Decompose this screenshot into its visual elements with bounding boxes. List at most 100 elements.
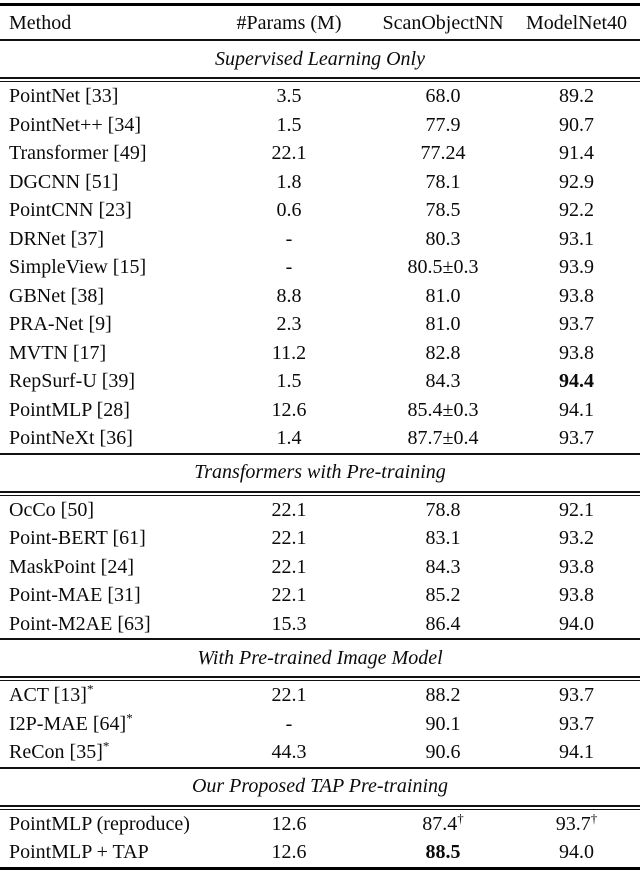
row-dgcnn: DGCNN [51] 1.8 78.1 92.9: [0, 168, 640, 197]
cell-modelnet40-best: 94.4: [559, 370, 594, 393]
row-act: ACT [13]* 22.1 88.2 93.7: [0, 681, 640, 710]
cell-method: PointMLP + TAP: [9, 841, 149, 864]
section-header-tap-pretraining: Our Proposed TAP Pre-training: [191, 775, 449, 797]
cell-params: 22.1: [271, 555, 307, 578]
cell-scanobjectnn: 80.3: [425, 227, 461, 250]
cell-scanobjectnn: 86.4: [425, 612, 461, 635]
row-pra-net: PRA-Net [9] 2.3 81.0 93.7: [0, 310, 640, 339]
row-pointmlp-tap: PointMLP + TAP 12.6 88.5 94.0: [0, 838, 640, 867]
cell-params: 1.8: [276, 170, 302, 193]
cell-method: Point-M2AE [63]: [9, 612, 151, 635]
section-top-rule: [0, 452, 640, 455]
column-header-method: Method: [9, 11, 72, 34]
cell-modelnet40: 93.2: [559, 527, 594, 550]
cell-modelnet40: 94.1: [559, 741, 594, 764]
row-simpleview: SimpleView [15] - 80.5±0.3 93.9: [0, 253, 640, 282]
section-double-rule: [0, 77, 640, 82]
cell-modelnet40: 92.1: [559, 498, 594, 521]
cell-params: 12.6: [271, 812, 307, 835]
cell-params: 22.1: [271, 142, 307, 165]
cell-scanobjectnn: 87.7±0.4: [407, 427, 479, 450]
column-header-params: #Params (M): [236, 11, 342, 34]
cell-modelnet40: 93.1: [559, 227, 594, 250]
cell-scanobjectnn: 90.1: [425, 712, 461, 735]
cell-scanobjectnn: 81.0: [425, 313, 461, 336]
cell-scanobjectnn: 68.0: [425, 85, 461, 108]
cell-method: Point-BERT [61]: [9, 527, 146, 550]
cell-scanobjectnn: 83.1: [425, 527, 461, 550]
asterisk-mark: *: [126, 710, 133, 726]
cell-method: GBNet [38]: [9, 284, 104, 307]
cell-modelnet40: 91.4: [559, 142, 594, 165]
row-gbnet: GBNet [38] 8.8 81.0 93.8: [0, 282, 640, 311]
table-top-rule: [0, 3, 640, 6]
cell-method: RepSurf-U [39]: [9, 370, 136, 393]
cell-modelnet40: 93.8: [559, 555, 594, 578]
row-repsurf-u: RepSurf-U [39] 1.5 84.3 94.4: [0, 367, 640, 396]
asterisk-mark: *: [102, 738, 110, 754]
row-point-bert: Point-BERT [61] 22.1 83.1 93.2: [0, 524, 640, 553]
cell-params: 12.6: [271, 398, 307, 421]
table-bottom-rule: [0, 866, 640, 870]
cell-params: -: [285, 256, 293, 279]
cell-params: 2.3: [276, 313, 302, 336]
value-text: 93.7: [555, 812, 591, 835]
asterisk-mark: *: [86, 681, 94, 697]
cell-params: 22.1: [271, 498, 307, 521]
section-top-rule: [0, 766, 640, 769]
cell-modelnet40: 89.2: [559, 85, 594, 108]
cell-scanobjectnn: 78.8: [425, 498, 461, 521]
row-pointmlp-reproduce: PointMLP (reproduce) 12.6 87.4† 93.7†: [0, 810, 640, 839]
row-recon: ReCon [35]* 44.3 90.6 94.1: [0, 738, 640, 767]
cell-params: 1.5: [276, 113, 302, 136]
cell-scanobjectnn: 81.0: [425, 284, 461, 307]
dagger-mark: †: [457, 810, 464, 826]
cell-method: ACT [13]*: [0, 681, 205, 706]
cell-method: MaskPoint [24]: [9, 555, 134, 578]
cell-method: DGCNN [51]: [9, 170, 119, 193]
cell-modelnet40: 94.0: [559, 841, 594, 864]
row-pointnext: PointNeXt [36] 1.4 87.7±0.4 93.7: [0, 424, 640, 453]
cell-modelnet40: 90.7: [559, 113, 594, 136]
method-text: ReCon [35]: [9, 741, 103, 764]
cell-modelnet40: 93.7: [559, 712, 594, 735]
cell-method: PointCNN [23]: [9, 199, 132, 222]
row-pointcnn: PointCNN [23] 0.6 78.5 92.2: [0, 196, 640, 225]
cell-scanobjectnn: 77.24: [420, 142, 466, 165]
cell-scanobjectnn: 84.3: [425, 555, 461, 578]
cell-modelnet40: 93.8: [559, 284, 594, 307]
cell-modelnet40: 94.0: [559, 612, 594, 635]
section-header-transformers-pretraining: Transformers with Pre-training: [194, 461, 446, 483]
cell-scanobjectnn: 82.8: [425, 341, 461, 364]
row-transformer: Transformer [49] 22.1 77.24 91.4: [0, 139, 640, 168]
cell-params: 22.1: [271, 527, 307, 550]
cell-params: -: [285, 227, 293, 250]
section-header-pretrained-image-model: With Pre-trained Image Model: [197, 646, 443, 669]
cell-modelnet40: 93.7: [559, 313, 594, 336]
row-pointnet: PointNet [33] 3.5 68.0 89.2: [0, 82, 640, 111]
section-double-rule: [0, 676, 640, 681]
dagger-mark: †: [590, 810, 598, 826]
cell-method: Point-MAE [31]: [9, 584, 141, 607]
cell-modelnet40: 93.7: [559, 427, 594, 450]
section-header-supervised: Supervised Learning Only: [215, 47, 425, 70]
cell-method: SimpleView [15]: [9, 256, 147, 279]
cell-method: PointNet++ [34]: [9, 113, 141, 136]
cell-method: PointNet [33]: [9, 85, 119, 108]
cell-scanobjectnn: 88.2: [425, 684, 461, 707]
cell-scanobjectnn: 85.2: [425, 584, 461, 607]
cell-modelnet40: 92.2: [559, 199, 594, 222]
cell-params: 8.8: [276, 284, 302, 307]
cell-scanobjectnn: 78.1: [425, 170, 461, 193]
cell-method: Transformer [49]: [9, 142, 147, 165]
cell-modelnet40: 93.8: [559, 584, 594, 607]
cell-method: DRNet [37]: [9, 227, 104, 250]
row-point-mae: Point-MAE [31] 22.1 85.2 93.8: [0, 581, 640, 610]
cell-scanobjectnn: 90.6: [425, 741, 461, 764]
cell-method: ReCon [35]*: [0, 738, 205, 764]
cell-params: 11.2: [271, 341, 307, 364]
cell-method: OcCo [50]: [9, 498, 94, 521]
cell-scanobjectnn: 80.5±0.3: [407, 256, 479, 279]
row-pointmlp: PointMLP [28] 12.6 85.4±0.3 94.1: [0, 396, 640, 425]
